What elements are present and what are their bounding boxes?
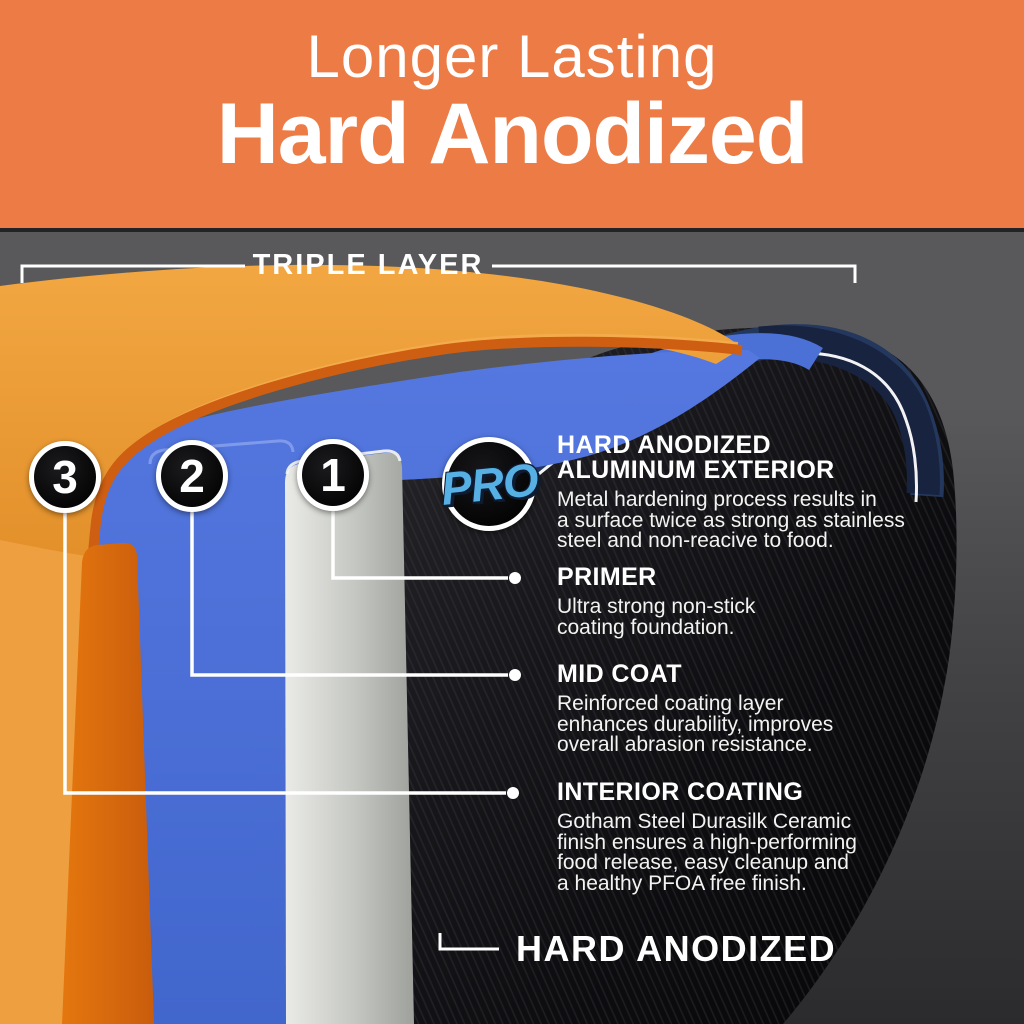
- callout-interior-title: INTERIOR COATING: [557, 778, 804, 806]
- callout-primer-body-line1: Ultra strong non-stick: [557, 595, 756, 618]
- leader-line-2: [190, 512, 508, 677]
- callout-midcoat-body-line3: overall abrasion resistance.: [557, 733, 813, 756]
- header-title: Hard Anodized: [216, 86, 809, 182]
- pan-blue-slab-top-highlight: [148, 439, 295, 465]
- layer-marker-1: 1: [297, 439, 369, 511]
- layer-marker-3: 3: [29, 441, 101, 513]
- pan-blue-layer: [84, 350, 760, 1024]
- hard-anodized-label: HARD ANODIZED: [516, 928, 837, 969]
- pan-orange-cut-slab: [62, 542, 154, 1024]
- callout-midcoat-title: MID COAT: [557, 660, 682, 688]
- callout-primer: PRIMER Ultra strong non-stick coating fo…: [557, 565, 952, 638]
- layer-marker-2-number: 2: [179, 450, 205, 502]
- layer-marker-2: 2: [156, 440, 228, 512]
- layer-marker-1-number: 1: [320, 449, 346, 501]
- callout-exterior-body-line2: a surface twice as strong as stainless: [557, 508, 905, 532]
- callout-interior: INTERIOR COATING Gotham Steel Durasilk C…: [557, 780, 952, 894]
- layer-marker-3-number: 3: [52, 451, 78, 503]
- leader-line-1: [331, 511, 508, 580]
- callout-exterior-title-line2: ALUMINUM EXTERIOR: [557, 456, 835, 484]
- leader-line-3: [63, 513, 506, 795]
- callout-interior-body-line2: finish ensures a high-performing: [557, 830, 857, 854]
- pan-orange-dark-edge: [83, 336, 743, 597]
- callout-exterior: HARD ANODIZED ALUMINUM EXTERIOR Metal ha…: [557, 433, 952, 552]
- callout-midcoat-body-line2: enhances durability, improves: [557, 712, 834, 736]
- pro-badge: PRO: [438, 437, 540, 531]
- callout-exterior-body-line3: steel and non-reacive to food.: [557, 529, 834, 552]
- callout-exterior-body: Metal hardening process results in a sur…: [557, 488, 952, 552]
- callout-primer-title: PRIMER: [557, 563, 657, 591]
- callout-exterior-title-line1: HARD ANODIZED: [557, 431, 771, 459]
- leader-dot-2: [509, 669, 521, 681]
- pan-orange-top-face: [0, 264, 742, 608]
- callout-leader-lines: [63, 511, 508, 795]
- triple-layer-bracket-right: [492, 264, 857, 283]
- header-subtitle: Longer Lasting: [306, 23, 718, 90]
- callout-midcoat-body-line1: Reinforced coating layer: [557, 692, 784, 715]
- leader-dot-1: [509, 572, 521, 584]
- callout-primer-body: Ultra strong non-stick coating foundatio…: [557, 595, 952, 639]
- callout-primer-body-line2: coating foundation.: [557, 615, 735, 639]
- hard-anodized-bracket: [438, 933, 499, 951]
- callout-midcoat: MID COAT Reinforced coating layer enhanc…: [557, 662, 952, 756]
- callout-interior-body-line4: a healthy PFOA free finish.: [557, 871, 807, 895]
- callout-interior-body-line1: Gotham Steel Durasilk Ceramic: [557, 810, 852, 833]
- callout-midcoat-body: Reinforced coating layer enhances durabi…: [557, 692, 952, 756]
- callout-exterior-body-line1: Metal hardening process results in: [557, 488, 877, 511]
- callout-interior-body-line3: food release, easy cleanup and: [557, 851, 849, 874]
- leader-dot-3: [507, 787, 519, 799]
- triple-layer-bracket-left: [20, 264, 245, 283]
- triple-layer-label: TRIPLE LAYER: [252, 249, 484, 281]
- header-banner: Longer Lasting Hard Anodized: [0, 0, 1024, 232]
- pan-silver-cut-slab: [285, 452, 414, 1024]
- pro-badge-label: PRO: [438, 453, 540, 515]
- callout-interior-body: Gotham Steel Durasilk Ceramic finish ens…: [557, 810, 952, 895]
